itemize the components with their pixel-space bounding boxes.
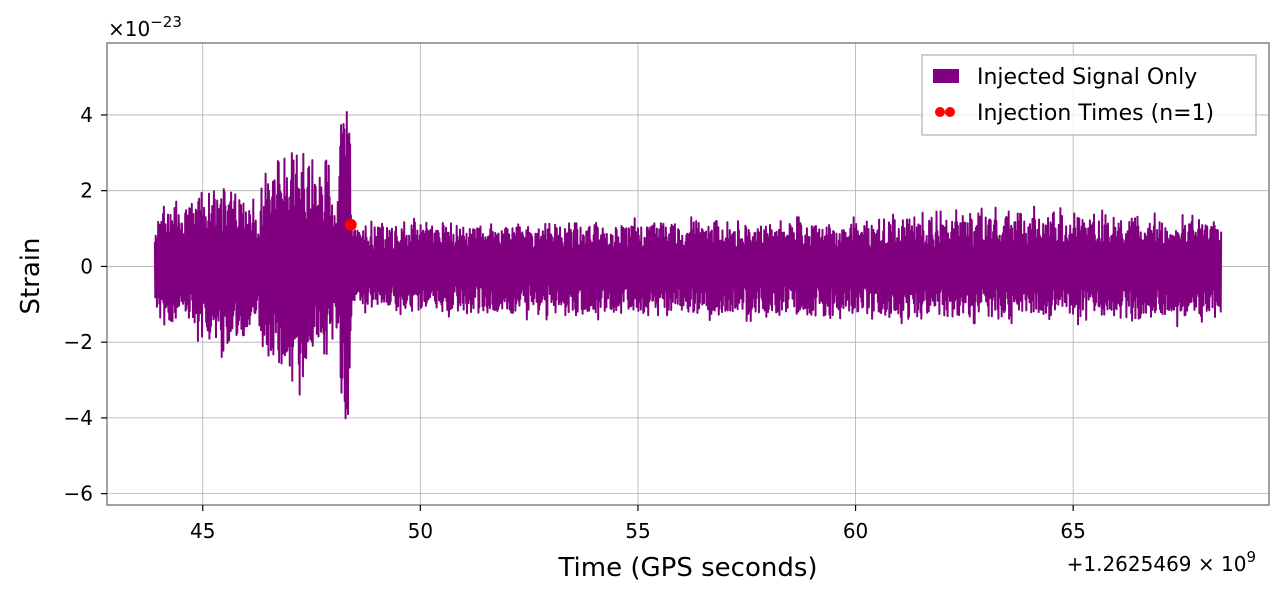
injection-point bbox=[344, 218, 357, 231]
y-tick-label: 2 bbox=[80, 179, 93, 203]
y-tick-label: 0 bbox=[80, 254, 93, 278]
y-tick-label: −6 bbox=[64, 482, 93, 506]
legend-swatch-injected bbox=[933, 69, 959, 83]
legend: Injected Signal Only Injection Times (n=… bbox=[921, 54, 1257, 136]
legend-marker-injection-1 bbox=[935, 107, 945, 117]
signal-core-band bbox=[154, 206, 1222, 330]
x-tick-label: 55 bbox=[625, 519, 650, 543]
plot-frame bbox=[106, 42, 1270, 506]
x-tick-label: 50 bbox=[408, 519, 433, 543]
x-tick-label: 60 bbox=[843, 519, 868, 543]
y-tick-label: −4 bbox=[64, 406, 93, 430]
x-offset-label: +1.2625469 × 109 bbox=[1067, 548, 1256, 576]
signal-series-injected bbox=[153, 110, 1223, 420]
legend-box bbox=[921, 54, 1257, 136]
y-multiplier-label: ×10−23 bbox=[108, 13, 182, 41]
signal-line bbox=[153, 110, 1223, 420]
y-tick-label: 4 bbox=[80, 103, 93, 127]
injection-times-series bbox=[344, 218, 357, 231]
legend-label-injected: Injected Signal Only bbox=[977, 65, 1197, 90]
x-tick-label: 65 bbox=[1060, 519, 1085, 543]
y-tick-label: −2 bbox=[64, 330, 93, 354]
legend-marker-injection-2 bbox=[945, 107, 955, 117]
y-axis-label: Strain bbox=[16, 237, 46, 314]
axis-ticks: 45 50 55 60 65 −6 −4 −2 0 2 4 bbox=[64, 103, 1086, 543]
legend-label-injection: Injection Times (n=1) bbox=[977, 101, 1214, 126]
x-tick-label: 45 bbox=[190, 519, 215, 543]
x-axis-label: Time (GPS seconds) bbox=[557, 553, 817, 583]
